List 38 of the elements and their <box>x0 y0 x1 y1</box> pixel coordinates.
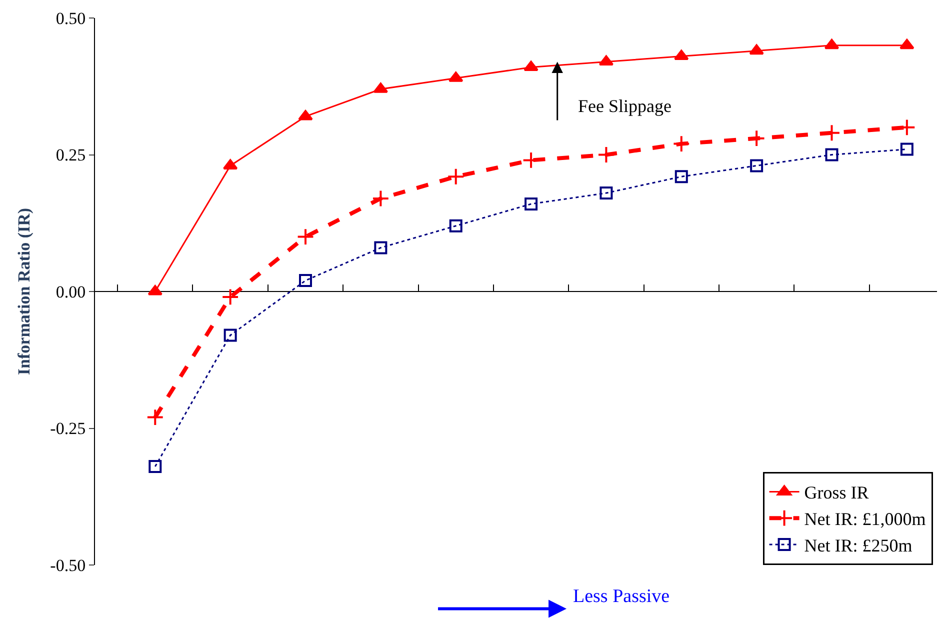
y-tick-label: -0.25 <box>50 419 86 438</box>
point <box>449 219 462 232</box>
point <box>222 288 240 306</box>
point <box>672 135 690 153</box>
point <box>447 168 465 186</box>
point <box>900 38 914 50</box>
point <box>598 146 615 164</box>
y-tick-label: 0.25 <box>56 146 86 165</box>
legend-label: Net IR: £250m <box>804 536 912 556</box>
annotation: Fee Slippage <box>578 96 672 116</box>
point <box>600 186 613 200</box>
point <box>374 241 388 254</box>
point <box>750 159 764 172</box>
point <box>224 328 237 342</box>
point <box>148 460 162 474</box>
point <box>598 55 614 66</box>
legend-label: Net IR: £1,000m <box>804 509 926 530</box>
point <box>296 228 314 246</box>
point <box>146 408 164 426</box>
point <box>148 285 162 296</box>
point <box>900 142 914 156</box>
point <box>674 170 688 184</box>
point <box>524 60 538 71</box>
point <box>524 197 538 210</box>
point <box>299 274 312 288</box>
point <box>372 190 390 208</box>
y-axis-title: Information Ratio (IR) <box>14 208 34 376</box>
point <box>298 110 313 120</box>
legend-label: Gross IR <box>804 482 869 503</box>
y-tick-label: 0.50 <box>56 8 86 28</box>
point <box>674 50 689 60</box>
y-tick-label: -0.50 <box>50 556 86 575</box>
text: Less Passive <box>573 586 670 607</box>
point <box>824 38 840 50</box>
y-tick-label: 0.00 <box>56 282 86 302</box>
point <box>825 148 838 162</box>
point <box>448 72 464 82</box>
point <box>749 44 764 55</box>
